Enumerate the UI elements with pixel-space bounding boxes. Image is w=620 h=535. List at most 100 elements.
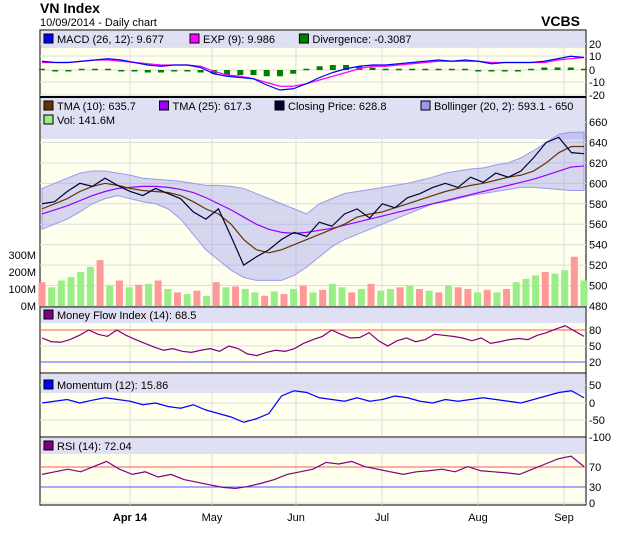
macd-legend-swatch xyxy=(189,33,200,44)
momentum-panel-header xyxy=(41,374,585,393)
price-legend: TMA (25): 617.3 xyxy=(173,101,252,113)
macd-legend: EXP (9): 9.986 xyxy=(203,34,275,46)
divergence-bar xyxy=(250,70,257,75)
volume-bar xyxy=(144,283,152,306)
macd-legend: MACD (26, 12): 9.677 xyxy=(57,34,164,46)
volume-bar xyxy=(522,278,530,306)
volume-bar xyxy=(251,292,259,306)
tma25-line xyxy=(41,165,585,234)
volume-bar xyxy=(164,289,172,306)
divergence-bar xyxy=(118,70,125,72)
mfi-panel-tick: 50 xyxy=(589,341,601,353)
volume-bar xyxy=(338,287,346,306)
volume-bar xyxy=(357,289,365,306)
momentum-panel-tick: 50 xyxy=(589,380,601,392)
divergence-bar xyxy=(581,68,587,71)
divergence-bar xyxy=(369,67,376,70)
closing-price-line xyxy=(41,136,585,266)
divergence-bar xyxy=(382,68,389,71)
divergence-bar xyxy=(514,70,521,72)
macd-legend: Divergence: -0.3087 xyxy=(312,34,411,46)
volume-bar xyxy=(280,294,288,306)
volume-bar xyxy=(319,289,327,306)
volume-bar xyxy=(396,287,404,306)
price-tick: 620 xyxy=(589,158,607,170)
price-panel-header xyxy=(41,98,585,139)
volume-bar xyxy=(328,283,336,306)
divergence-bar xyxy=(475,70,482,72)
volume-bar xyxy=(561,270,569,306)
volume-bar xyxy=(580,280,588,306)
divergence-bar xyxy=(541,67,548,70)
divergence-bar xyxy=(409,68,416,71)
volume-bar xyxy=(261,295,269,306)
price-legend-swatch xyxy=(43,100,54,111)
divergence-bar xyxy=(343,65,350,70)
price-tick: 480 xyxy=(589,301,607,313)
brand-label: VCBS xyxy=(541,13,580,29)
divergence-bar xyxy=(144,70,151,73)
momentum-panel-swatch xyxy=(43,379,54,390)
volume-tick: 300M xyxy=(8,250,36,262)
volume-bar xyxy=(241,289,249,306)
volume-bar xyxy=(203,295,211,306)
volume-bar xyxy=(483,289,491,306)
divergence-bar xyxy=(290,70,297,74)
divergence-bar xyxy=(105,68,112,71)
volume-tick: 200M xyxy=(8,267,36,279)
divergence-bar xyxy=(554,67,561,70)
volume-bar xyxy=(541,272,549,306)
volume-bar xyxy=(348,292,356,306)
volume-bar xyxy=(193,290,201,306)
divergence-bar xyxy=(224,70,231,75)
rsi-panel-header xyxy=(41,438,585,454)
divergence-bar xyxy=(91,68,98,71)
volume-bar xyxy=(77,272,85,306)
divergence-bar xyxy=(567,67,574,70)
macd-legend-swatch xyxy=(43,33,54,44)
volume-bar xyxy=(115,280,123,306)
mfi-panel-tick: 20 xyxy=(589,357,601,369)
rsi-panel-title: RSI (14): 72.04 xyxy=(57,441,132,453)
divergence-bar xyxy=(303,68,310,71)
price-legend-swatch xyxy=(159,100,169,111)
bollinger-band xyxy=(41,131,585,281)
x-axis-label: Jul xyxy=(375,512,389,524)
volume-bar xyxy=(493,292,501,306)
momentum-panel-tick: -50 xyxy=(589,415,605,427)
mfi-panel-line xyxy=(41,325,585,357)
volume-bar xyxy=(106,285,114,306)
price-legend-swatch xyxy=(43,114,54,125)
divergence-bar xyxy=(197,70,204,73)
price-legend: Bollinger (20, 2): 593.1 - 650 xyxy=(434,101,573,113)
tma10-line xyxy=(41,145,584,254)
divergence-bar xyxy=(329,65,336,70)
x-axis-label: Sep xyxy=(554,512,574,524)
volume-bar xyxy=(445,285,452,306)
macd-tick: 10 xyxy=(589,51,601,63)
volume-bar xyxy=(425,290,433,306)
volume-bar xyxy=(270,291,278,306)
price-tick: 560 xyxy=(589,219,607,231)
volume-bar xyxy=(551,273,559,306)
volume-bar xyxy=(67,277,75,306)
divergence-bar xyxy=(237,70,244,75)
rsi-panel-tick: 70 xyxy=(589,462,601,474)
divergence-bar xyxy=(39,68,45,71)
divergence-bar xyxy=(316,66,323,70)
volume-bar xyxy=(435,292,443,306)
price-tick: 660 xyxy=(589,117,607,129)
price-tick: 520 xyxy=(589,260,607,272)
mfi-panel-title: Money Flow Index (14): 68.5 xyxy=(57,310,196,322)
volume-bar xyxy=(86,266,94,306)
volume-bar xyxy=(212,282,220,306)
divergence-bar xyxy=(157,70,164,73)
volume-bar xyxy=(154,280,162,306)
macd-tick: -10 xyxy=(589,77,605,89)
volume-bar xyxy=(570,256,578,306)
price-legend-swatch xyxy=(274,100,285,111)
divergence-bar xyxy=(210,70,217,74)
volume-bar xyxy=(415,289,423,306)
